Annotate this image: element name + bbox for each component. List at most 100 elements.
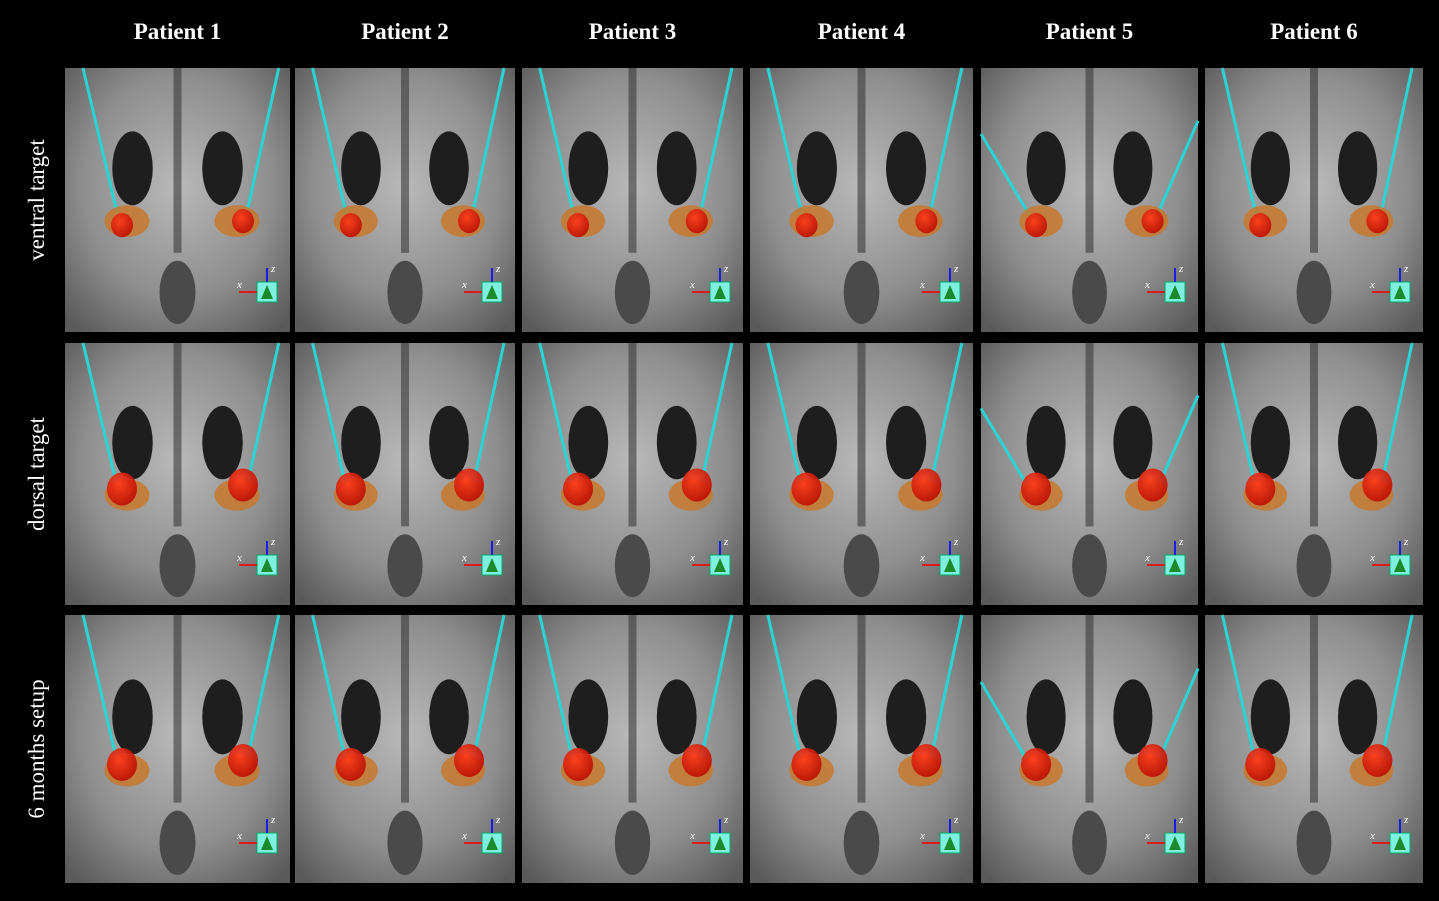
ventricle	[1113, 131, 1153, 206]
stimulation-volume	[335, 472, 366, 506]
axis-label: x	[919, 552, 925, 564]
orientation-figure	[1394, 558, 1406, 572]
electrode	[311, 342, 350, 496]
midline	[1085, 615, 1094, 803]
brainstem	[387, 810, 423, 875]
electrode	[979, 133, 1035, 222]
stimulation-volume	[335, 747, 366, 781]
stimulation-volume	[339, 213, 362, 238]
electrode	[1377, 342, 1414, 496]
orientation-figure	[486, 558, 498, 572]
axis-label: x	[236, 552, 242, 564]
ventricle	[1337, 405, 1378, 480]
electrode	[81, 67, 121, 222]
column-header: Patient 1	[134, 19, 222, 44]
brainstem	[1296, 534, 1332, 598]
mri-panel: zx	[1205, 614, 1423, 883]
ventricle	[112, 405, 153, 480]
electrode	[243, 342, 281, 496]
electrode	[81, 342, 121, 496]
orientation-figure	[1169, 836, 1181, 850]
mri-panel: zx	[65, 342, 290, 605]
stimulation-volume	[232, 209, 254, 234]
electrode	[538, 614, 577, 771]
electrode	[766, 67, 805, 222]
ventricle	[429, 405, 469, 480]
midline	[401, 68, 409, 253]
stimulation-volume	[1362, 468, 1393, 502]
stimulation-volume	[454, 743, 484, 777]
orientation-figure	[944, 836, 956, 850]
orientation-figure	[944, 285, 956, 299]
ventricle	[1026, 405, 1066, 480]
ventricle	[112, 679, 153, 755]
midline	[628, 68, 637, 253]
ventricle	[886, 679, 927, 755]
axis-label: x	[689, 830, 695, 842]
axis-label: z	[953, 263, 959, 275]
stimulation-volume	[911, 743, 942, 777]
stimulation-volume	[681, 743, 712, 777]
axis-label: x	[461, 830, 467, 842]
ventricle	[656, 131, 697, 206]
electrode	[311, 614, 350, 771]
brainstem	[614, 810, 651, 875]
electrode	[538, 67, 577, 222]
midline	[1085, 68, 1094, 253]
midline	[857, 615, 866, 803]
brainstem	[614, 260, 651, 325]
ventricle	[568, 679, 609, 755]
axis-label: x	[461, 279, 467, 291]
ventricle	[1113, 679, 1153, 755]
orientation-figure	[486, 836, 498, 850]
ventricle	[112, 131, 153, 206]
orientation-figure	[261, 836, 273, 850]
electrode	[243, 614, 281, 771]
electrode	[697, 614, 734, 771]
mri-panel: zx	[295, 342, 515, 605]
axis-label: z	[1403, 814, 1409, 826]
electrode	[81, 614, 121, 771]
electrode	[1153, 120, 1200, 222]
axis-label: x	[236, 279, 242, 291]
mri-panel: zx	[979, 68, 1200, 332]
midline	[1310, 68, 1318, 253]
ventricle	[1337, 131, 1378, 206]
midline	[1310, 343, 1318, 527]
electrode	[926, 342, 964, 496]
electrode	[1377, 67, 1414, 222]
axis-label: z	[723, 263, 729, 275]
axis-label: z	[495, 814, 501, 826]
mri-panel: zx	[522, 614, 743, 883]
stimulation-volume	[228, 743, 258, 777]
ventricle	[1026, 679, 1066, 755]
mri-panel: zx	[750, 67, 973, 332]
orientation-figure	[714, 558, 726, 572]
column-header: Patient 3	[589, 19, 677, 44]
ventricle	[1113, 405, 1153, 480]
stimulation-volume	[681, 468, 712, 502]
mri-panel: zx	[65, 614, 290, 883]
axis-label: x	[1144, 830, 1150, 842]
midline	[628, 343, 637, 527]
column-header: Patient 2	[361, 19, 449, 44]
ventricle	[656, 679, 697, 755]
electrode	[538, 342, 577, 496]
mri-panel: zx	[295, 67, 515, 332]
midline	[857, 343, 866, 527]
stimulation-volume	[454, 468, 484, 502]
axis-label: x	[919, 830, 925, 842]
axis-label: z	[270, 263, 276, 275]
orientation-figure	[486, 285, 498, 299]
brainstem	[1296, 260, 1332, 325]
electrode	[1377, 614, 1414, 771]
electrode	[1220, 614, 1259, 771]
brainstem	[387, 534, 423, 598]
brainstem	[843, 534, 880, 598]
midline	[1310, 615, 1318, 803]
row-label: 6 months setup	[24, 679, 49, 818]
stimulation-volume	[915, 209, 938, 234]
orientation-figure	[714, 836, 726, 850]
stimulation-volume	[563, 747, 594, 781]
